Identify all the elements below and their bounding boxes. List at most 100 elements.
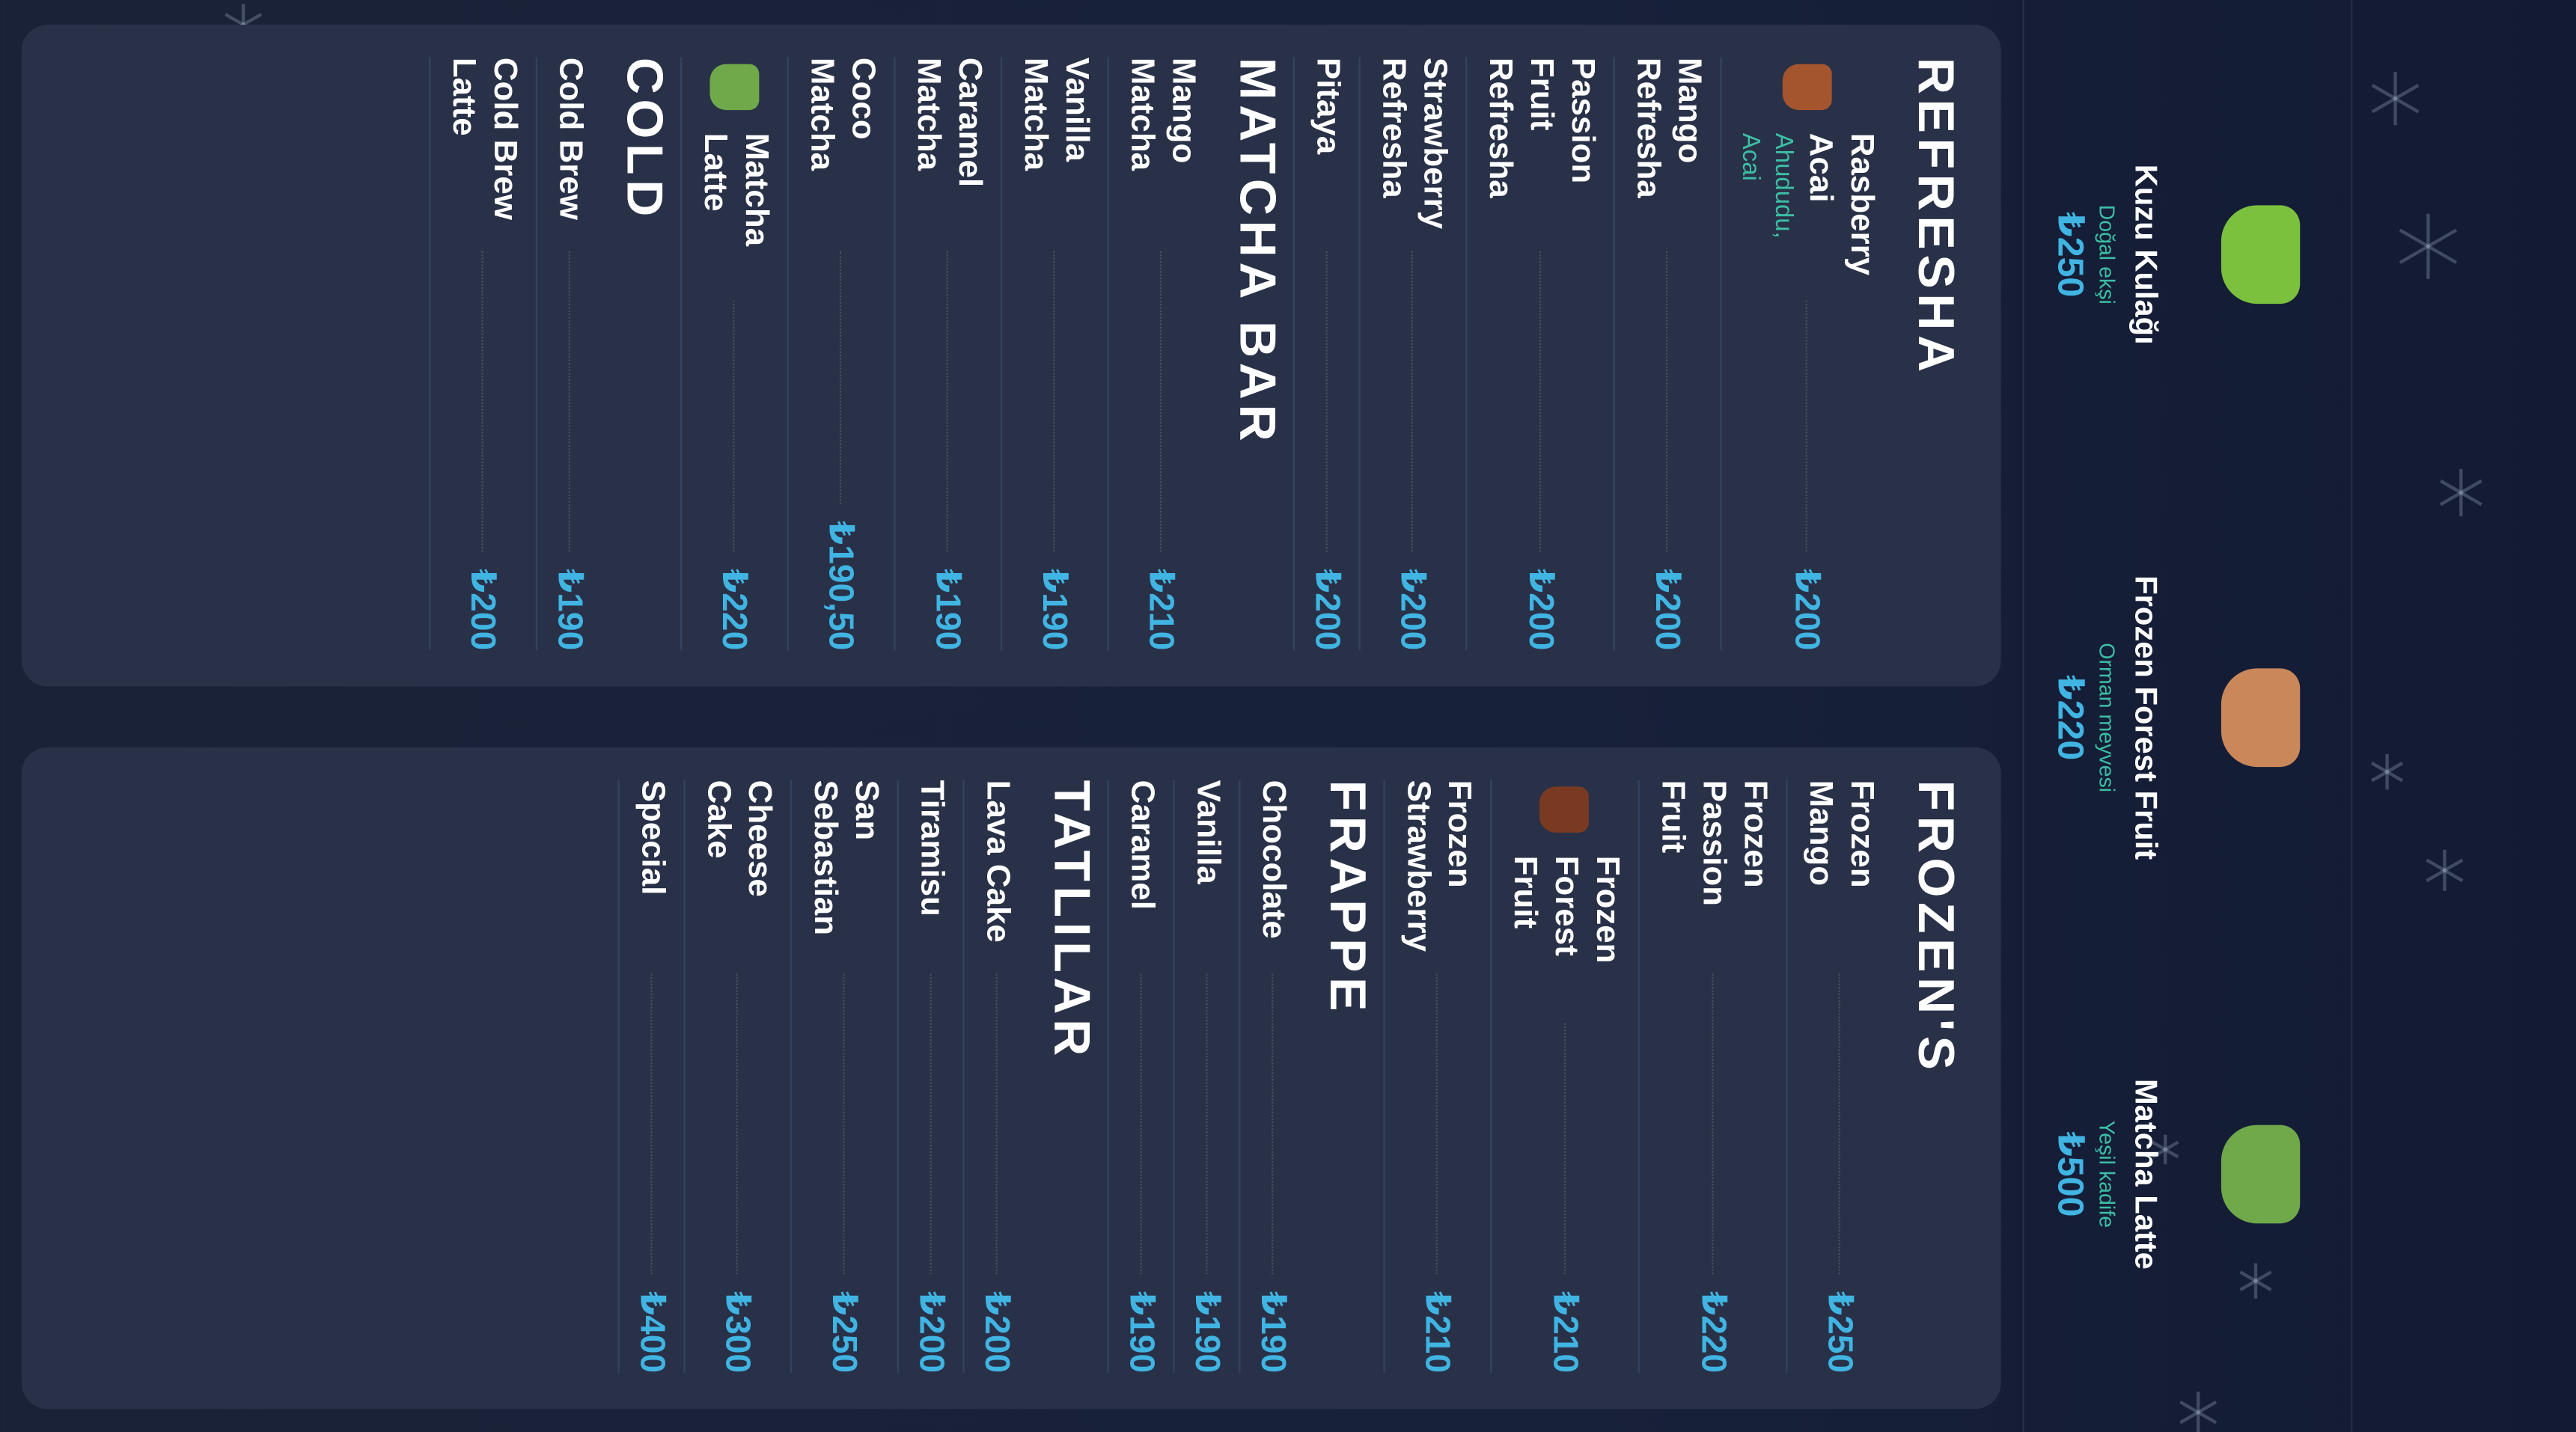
item-name: Frozen Mango <box>1802 780 1880 888</box>
menu-item[interactable]: Caramel ₺190 <box>1107 780 1173 1374</box>
item-name: Tiramisu <box>913 780 950 917</box>
menu-item[interactable]: Mango Refresha ₺200 <box>1613 57 1721 650</box>
dotted-leader <box>1667 251 1669 553</box>
item-price: ₺190 <box>550 569 589 651</box>
menu-item[interactable]: Lava Cake ₺200 <box>962 780 1029 1374</box>
menu-item[interactable]: Pitaya ₺200 <box>1292 57 1359 651</box>
divider <box>2022 0 2024 1432</box>
menu-item[interactable]: Mango Matcha ₺210 <box>1107 57 1215 650</box>
menu-item[interactable]: Vanilla Matcha ₺190 <box>1000 57 1108 651</box>
item-price: ₺220 <box>1694 1291 1732 1374</box>
item-name-block: Cold Brew Latte <box>442 58 525 235</box>
item-price: ₺200 <box>912 1291 950 1374</box>
menu-item[interactable]: Strawberry Refresha ₺200 <box>1358 57 1466 651</box>
featured-item[interactable]: Kuzu Kulağı Doğal ekşi ₺250 <box>2027 25 2349 485</box>
featured-item[interactable]: Frozen Forest Fruit Orman meyvesi ₺220 <box>2027 488 2349 948</box>
snowflake <box>2439 468 2482 517</box>
snowflake <box>2399 213 2458 279</box>
dotted-leader <box>1806 300 1808 553</box>
product-name: Frozen Forest Fruit <box>2127 575 2162 860</box>
item-price: ₺200 <box>1307 569 1346 651</box>
product-image <box>2221 1125 2301 1224</box>
section-title: FRAPPE <box>1319 780 1377 1017</box>
item-name-block: Mango Refresha <box>1626 58 1709 235</box>
item-price: ₺200 <box>1788 569 1826 651</box>
menu-item[interactable]: Passion Fruit Refresha ₺200 <box>1465 57 1614 650</box>
item-name: Cold Brew Latte <box>445 57 523 220</box>
dotted-leader <box>1054 251 1056 553</box>
menu-item[interactable]: Frozen Mango ₺250 <box>1786 780 1893 1374</box>
dotted-leader <box>947 251 949 553</box>
item-name-block: Caramel <box>1120 780 1162 958</box>
item-name-block: Frozen Passion Fruit <box>1651 780 1774 958</box>
item-price: ₺250 <box>1821 1291 1859 1374</box>
product-price: ₺250 <box>2050 212 2092 298</box>
item-name-block: Lava Cake <box>976 780 1017 958</box>
item-price: ₺190 <box>1122 1291 1160 1374</box>
item-name-block: Chocolate <box>1252 780 1293 958</box>
featured-item[interactable]: Matcha Latte Yeşil kadife ₺500 <box>2027 944 2349 1404</box>
snowflake <box>2179 1392 2218 1432</box>
dotted-leader <box>733 300 736 553</box>
dotted-leader <box>840 251 843 505</box>
dotted-leader <box>930 973 932 1276</box>
item-name-block: Cheese Cake <box>697 780 779 958</box>
dotted-leader <box>1539 251 1542 553</box>
dotted-leader <box>843 973 846 1276</box>
item-name-block: Mango Matcha <box>1120 58 1203 235</box>
item-name-block: Vanilla Matcha <box>1014 58 1096 235</box>
product-price: ₺220 <box>2050 675 2092 761</box>
item-note: Ahududu, Acai <box>1736 132 1798 239</box>
menu-item[interactable]: Frozen Passion Fruit ₺220 <box>1638 780 1786 1374</box>
item-price: ₺200 <box>977 1291 1016 1374</box>
item-name-block: Frozen Forest Fruit <box>1504 856 1627 1007</box>
menu-item[interactable]: Cold Brew Latte ₺200 <box>429 57 536 650</box>
item-name-block: Vanilla <box>1186 780 1227 958</box>
menu-item[interactable]: Matcha Latte ₺220 <box>680 57 787 650</box>
item-price: ₺190 <box>1036 569 1074 651</box>
item-name: Chocolate <box>1255 780 1292 939</box>
dotted-leader <box>1839 973 1841 1276</box>
section-title: REFRESHA <box>1907 57 1965 377</box>
product-name: Matcha Latte <box>2127 1078 2162 1270</box>
dotted-leader <box>1140 973 1142 1276</box>
item-name-block: Strawberry Refresha <box>1372 58 1454 235</box>
menu-item[interactable]: Special ₺400 <box>617 780 684 1374</box>
dotted-leader <box>1272 973 1274 1276</box>
menu-item[interactable]: Frozen Forest Fruit ₺210 <box>1490 780 1638 1374</box>
dotted-leader <box>1712 973 1714 1276</box>
menu-item[interactable]: Rasberry Acai Ahududu, Acai ₺200 <box>1720 57 1893 651</box>
menu-item[interactable]: Tiramisu ₺200 <box>897 780 963 1374</box>
menu-item[interactable]: Cheese Cake ₺300 <box>683 780 791 1374</box>
dotted-leader <box>736 973 739 1276</box>
product-price: ₺500 <box>2050 1131 2092 1217</box>
item-name: Frozen Passion Fruit <box>1654 780 1773 906</box>
item-name: Frozen Forest Fruit <box>1507 855 1626 964</box>
item-name-block: Passion Fruit Refresha <box>1479 58 1602 235</box>
item-price: ₺200 <box>1394 569 1432 651</box>
menu-item[interactable]: Coco Matcha ₺190,50 <box>787 57 894 651</box>
item-name: Matcha Latte <box>696 132 775 247</box>
dotted-leader <box>650 973 653 1276</box>
item-price: ₺190 <box>929 569 967 651</box>
dotted-leader <box>1563 1023 1566 1276</box>
menu-item[interactable]: Cold Brew ₺190 <box>535 57 602 651</box>
item-price: ₺250 <box>825 1291 864 1374</box>
dotted-leader <box>1411 251 1414 553</box>
product-image <box>2221 668 2301 768</box>
item-price: ₺190,50 <box>822 521 861 651</box>
featured-strip: Kuzu Kulağı Doğal ekşi ₺250 Frozen Forest F… <box>2027 0 2349 1432</box>
item-name-block: Tiramisu <box>910 780 951 958</box>
section-title: TATLILAR <box>1043 780 1101 1061</box>
menu-item[interactable]: Chocolate ₺190 <box>1239 780 1305 1374</box>
item-name: Lava Cake <box>979 780 1016 943</box>
menu-item[interactable]: Frozen Strawberry ₺210 <box>1383 780 1491 1374</box>
item-price: ₺210 <box>1418 1291 1457 1374</box>
menu-item[interactable]: Caramel Matcha ₺190 <box>894 57 1001 651</box>
menu-item[interactable]: Vanilla ₺190 <box>1173 780 1239 1374</box>
dotted-leader <box>1161 251 1163 553</box>
menu-item[interactable]: San Sebastian ₺250 <box>790 780 897 1374</box>
dotted-leader <box>568 251 570 553</box>
item-image <box>1540 786 1590 833</box>
